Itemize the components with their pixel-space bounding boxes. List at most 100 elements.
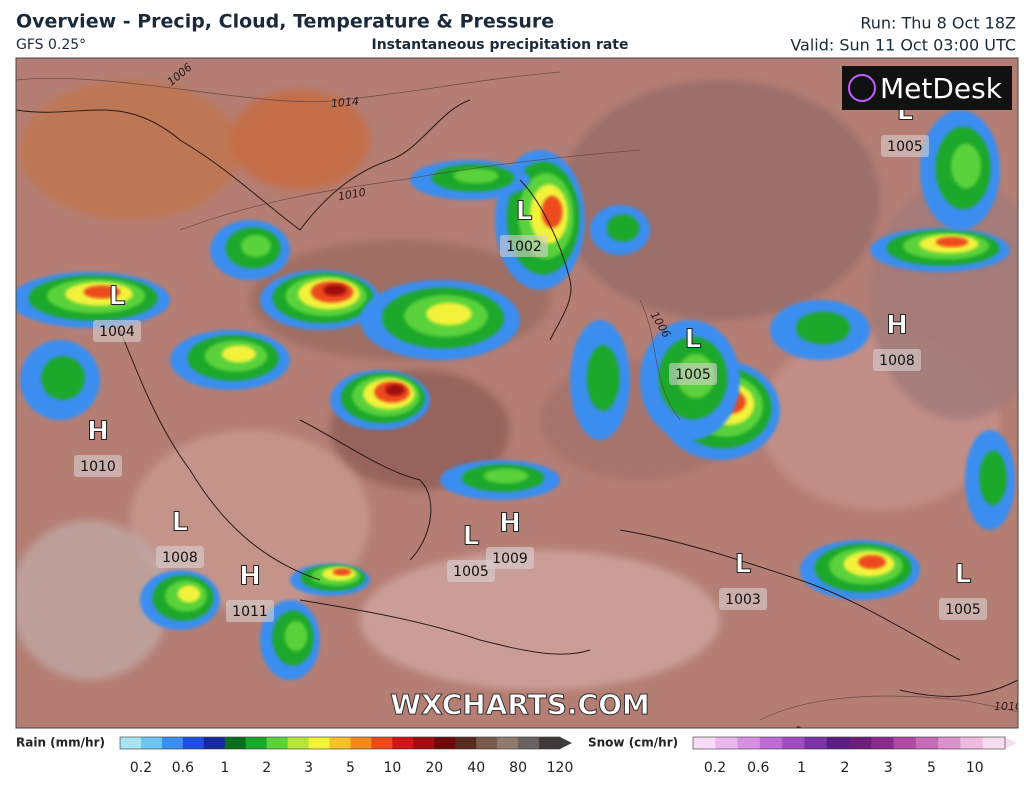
- center-letter: L: [735, 550, 752, 580]
- rain-legend-label: Rain (mm/hr): [16, 736, 105, 750]
- center-letter: H: [499, 509, 521, 539]
- rain-swatch: [413, 737, 435, 749]
- precip-cell: [323, 284, 347, 296]
- pressure-label-bg: [881, 135, 929, 157]
- precip-cell: [241, 234, 271, 258]
- precip-cell: [284, 621, 308, 651]
- snow-frame: [692, 736, 1006, 750]
- pressure-label-bg: [719, 588, 767, 610]
- rain-tick-label: 5: [346, 760, 355, 776]
- rain-swatch: [120, 737, 142, 749]
- snow-swatch: [737, 737, 761, 749]
- pressure-value: 1003: [725, 592, 761, 608]
- rain-swatch: [476, 737, 498, 749]
- rain-tick-label: 40: [467, 760, 485, 776]
- pressure-value: 1005: [887, 139, 923, 155]
- rain-swatch: [329, 737, 351, 749]
- pressure-value: 1008: [162, 550, 198, 566]
- precip-cell: [221, 345, 257, 363]
- rain-swatch: [203, 737, 226, 749]
- model: GFS 0.25°: [16, 37, 86, 53]
- center-letter: L: [516, 197, 533, 227]
- valid-time: Valid: Sun 11 Oct 03:00 UTC: [790, 36, 1016, 55]
- pressure-label-bg: [226, 600, 274, 622]
- snow-swatch: [782, 737, 805, 749]
- snow-tick-label: 2: [840, 760, 849, 776]
- snow-swatch: [826, 737, 850, 749]
- coastlines: [16, 99, 1018, 698]
- product: Instantaneous precipitation rate: [372, 37, 629, 53]
- rain-swatch: [497, 737, 519, 749]
- precip-cell: [586, 345, 620, 411]
- center-letter: H: [87, 417, 109, 447]
- rain-swatch: [287, 737, 310, 749]
- snow-swatch: [893, 737, 917, 749]
- precip-cell: [41, 356, 85, 400]
- isobar-label: 1014: [330, 95, 359, 110]
- rain-swatch: [140, 737, 163, 749]
- pressure-centers: L 1004 L 1002 L 1005 H 1008 L 1005 H 1010 L 1008 H 1011…: [74, 96, 987, 622]
- snow-swatch: [693, 737, 716, 749]
- rain-tick-label: 3: [304, 760, 313, 776]
- rain-tick-label: 0.6: [172, 760, 194, 776]
- title: Overview - Precip, Cloud, Temperature & …: [16, 11, 554, 33]
- isobar-label: 1010: [994, 700, 1022, 713]
- precip-cell: [453, 168, 499, 184]
- precip-cell: [979, 450, 1007, 506]
- snow-arrow: [1005, 737, 1017, 749]
- pressure-label-bg: [500, 235, 548, 257]
- center-letter: L: [463, 522, 480, 552]
- rain-swatch: [308, 737, 331, 749]
- snow-tick-label: 10: [966, 760, 984, 776]
- snow-tick-label: 1: [797, 760, 806, 776]
- snow-swatch: [915, 737, 939, 749]
- center-letter: L: [955, 560, 972, 590]
- center-letter: H: [886, 311, 908, 341]
- precip-cell: [541, 195, 563, 229]
- rain-tick-label: 20: [425, 760, 443, 776]
- cloud-patch: [360, 550, 720, 690]
- rain-swatch: [518, 737, 540, 749]
- snow-swatch: [759, 737, 783, 749]
- rain-swatch: [245, 737, 268, 749]
- rain-swatch: [392, 737, 414, 749]
- precip-cell: [177, 585, 201, 603]
- pressure-value: 1005: [675, 367, 711, 383]
- pressure-label-bg: [447, 560, 495, 582]
- snow-tick-label: 0.2: [704, 760, 726, 776]
- rain-swatch: [224, 737, 247, 749]
- snow-swatch: [938, 737, 961, 749]
- rain-tick-label: 10: [383, 760, 401, 776]
- cloud-patch: [16, 520, 170, 680]
- snow-tick-label: 0.6: [747, 760, 769, 776]
- precip-cell: [483, 468, 529, 484]
- precip-cell: [332, 568, 352, 576]
- precip-cell: [385, 384, 405, 396]
- center-letter: H: [239, 562, 261, 592]
- pressure-value: 1005: [945, 602, 981, 618]
- logo-icon: [848, 74, 876, 102]
- snow-legend-label: Snow (cm/hr): [588, 736, 678, 750]
- pressure-value: 1011: [232, 604, 268, 620]
- rain-arrow: [560, 737, 572, 749]
- cloud-patch: [560, 80, 880, 320]
- isobars: [16, 71, 1018, 721]
- isobar-label: 1010: [337, 186, 367, 204]
- snow-swatch: [871, 737, 895, 749]
- pressure-label-bg: [873, 349, 921, 371]
- rain-swatch: [266, 737, 289, 749]
- pressure-label-bg: [74, 455, 122, 477]
- pressure-label-bg: [939, 598, 987, 620]
- logo-background: [842, 66, 1012, 110]
- precip-cell: [426, 302, 472, 326]
- pressure-value: 1004: [99, 324, 135, 340]
- pressure-label-bg: [93, 320, 141, 342]
- pressure-value: 1002: [506, 239, 542, 255]
- rain-frame: [119, 736, 561, 750]
- precip-cell: [83, 285, 121, 299]
- rain-tick-label: 1: [220, 760, 229, 776]
- rain-swatch: [371, 737, 393, 749]
- snow-swatch: [715, 737, 739, 749]
- snow-tick-label: 3: [884, 760, 893, 776]
